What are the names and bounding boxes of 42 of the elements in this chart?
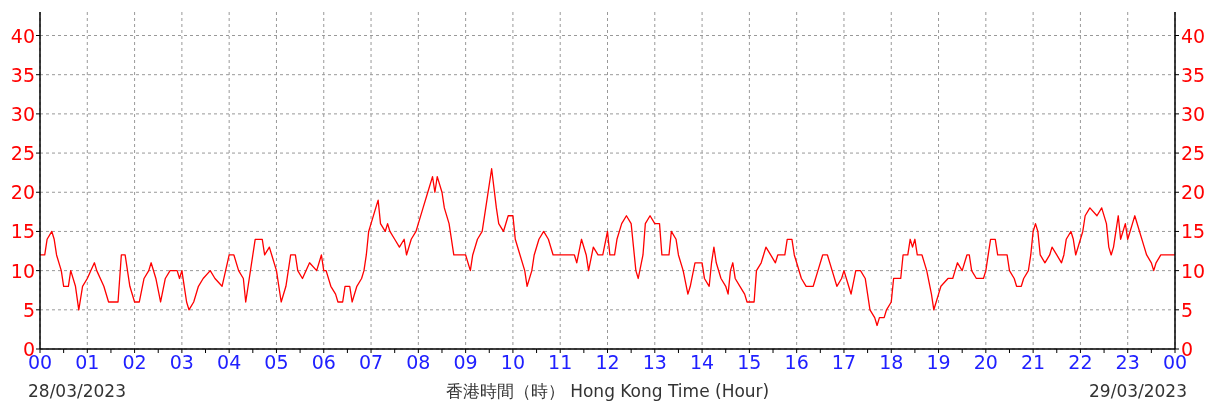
y2-tick-label: 25	[1181, 142, 1206, 165]
x-tick-label: 11	[548, 351, 573, 373]
y-tick-label: 30	[10, 102, 35, 125]
y-tick-label: 25	[10, 142, 35, 165]
y2-tick-label: 35	[1181, 63, 1206, 86]
x-tick-label: 04	[217, 351, 242, 373]
x-tick-label: 02	[122, 351, 147, 373]
x-tick-label: 07	[358, 351, 384, 373]
x-tick-label: 10	[500, 351, 526, 373]
x-tick-label: 12	[595, 351, 620, 373]
x-tick-label: 16	[784, 351, 809, 373]
x-tick-label: 18	[879, 351, 904, 373]
x-tick-label: 06	[311, 351, 336, 373]
text: 28/03/2023	[28, 381, 126, 401]
y2-tick-label: 30	[1181, 102, 1206, 125]
y-tick-label: 15	[10, 220, 35, 243]
x-tick-label: 14	[689, 351, 715, 373]
x-tick-label: 05	[264, 351, 289, 373]
x-tick-label: 20	[973, 351, 998, 373]
y-tick-label: 35	[10, 63, 35, 86]
x-tick-label: 09	[453, 351, 478, 373]
y2-tick-label: 10	[1181, 259, 1206, 282]
x-tick-label: 22	[1068, 351, 1093, 373]
x-tick-label: 17	[831, 351, 857, 373]
x-tick-label: 23	[1115, 351, 1140, 373]
text: 29/03/2023	[1089, 381, 1187, 401]
y-tick-label: 40	[10, 24, 35, 47]
x-tick-label: 13	[642, 351, 667, 373]
y-tick-label: 5	[22, 298, 35, 321]
y2-tick-label: 40	[1181, 24, 1206, 47]
y-tick-label: 10	[10, 259, 35, 282]
y-tick-label: 20	[10, 181, 35, 204]
x-tick-label: 19	[926, 351, 951, 373]
y2-tick-label: 5	[1181, 298, 1194, 321]
x-tick-label: 15	[737, 351, 762, 373]
x-tick-label: 01	[75, 351, 100, 373]
y2-tick-label: 15	[1181, 220, 1206, 243]
y2-tick-label: 20	[1181, 181, 1206, 204]
x-tick-label: 21	[1021, 351, 1046, 373]
x-tick-label: 03	[169, 351, 194, 373]
x-axis-title: 香港時間（時） Hong Kong Time (Hour)	[445, 381, 770, 401]
x-tick-label: 08	[406, 351, 431, 373]
